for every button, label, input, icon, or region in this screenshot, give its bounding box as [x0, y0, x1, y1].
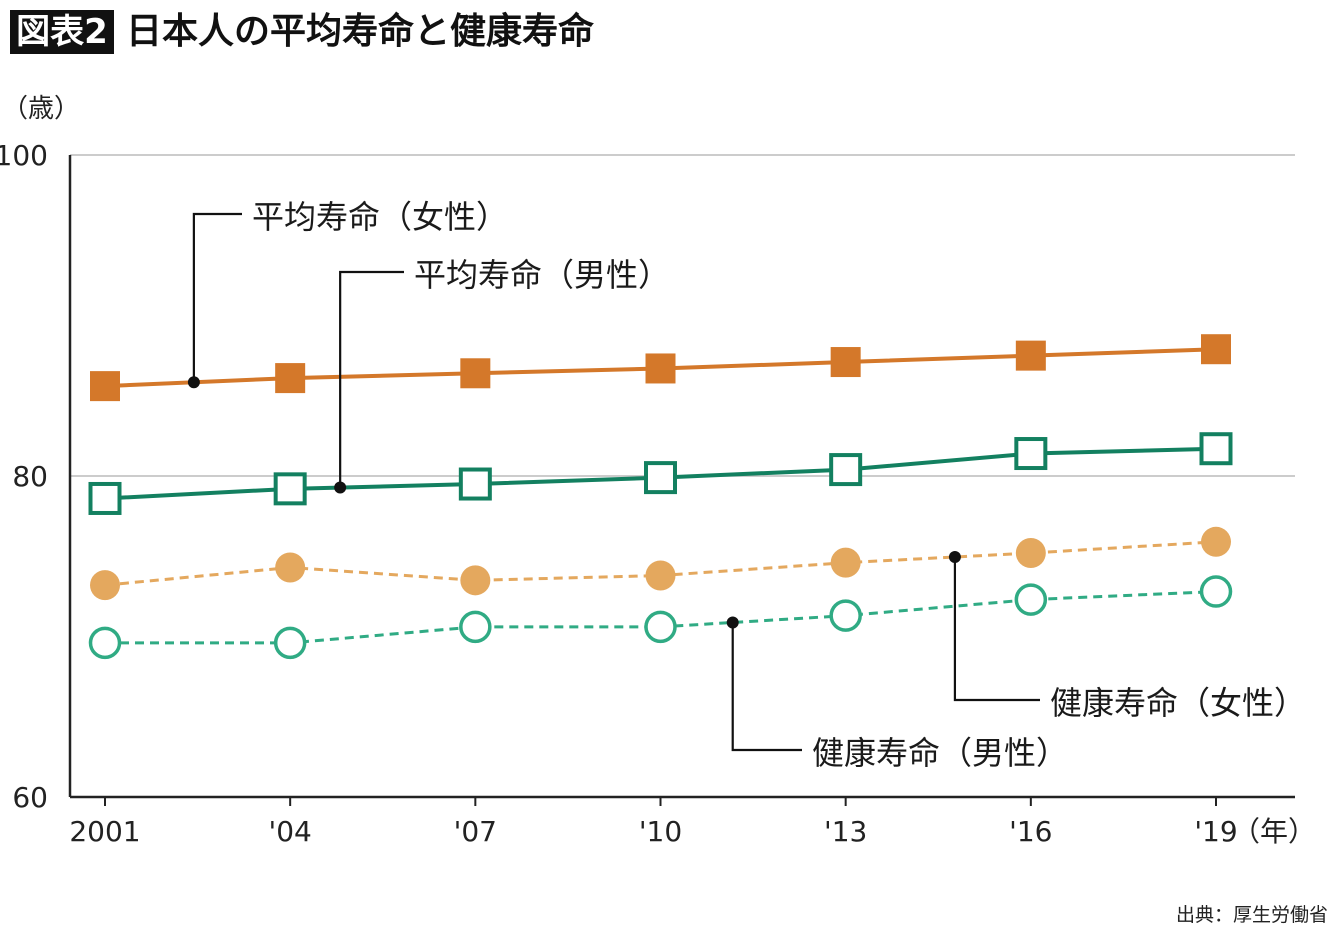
label-layer: 平均寿命（女性） 平均寿命（男性） 健康寿命（女性） 健康寿命（男性）: [187, 198, 1306, 772]
y-axis-unit: （歳）: [2, 94, 80, 124]
series-label: 健康寿命（女性）: [1050, 684, 1306, 722]
callout-dot: [187, 376, 200, 389]
figure-title: 日本人の平均寿命と健康寿命: [126, 11, 595, 52]
marker-square-open: [273, 472, 307, 506]
x-tick-label: '10: [639, 815, 682, 848]
figure-badge: 図表2: [10, 10, 114, 54]
series-layer: [88, 334, 1233, 660]
marker-circle-filled: [1201, 526, 1231, 557]
source-note: 出典：厚生労働省: [1175, 904, 1328, 926]
marker-circle-open: [829, 599, 862, 632]
marker-square-filled: [460, 358, 491, 389]
marker-circle-filled: [1015, 538, 1046, 569]
x-tick-label: '04: [269, 815, 312, 848]
marker-square-filled: [1201, 334, 1231, 365]
callout-leader: [339, 270, 404, 488]
x-tick-label: 2001: [69, 815, 140, 848]
marker-square-filled: [1015, 340, 1046, 371]
marker-circle-open: [1014, 583, 1048, 616]
marker-square-open: [829, 453, 863, 487]
x-tick-label: '19: [1194, 815, 1237, 848]
marker-circle-open: [273, 626, 307, 660]
marker-square-filled: [90, 371, 120, 402]
marker-circle-filled: [645, 560, 676, 591]
x-tick-label: '13: [824, 815, 867, 848]
callout-leader: [953, 556, 1040, 702]
y-tick-label: 80: [12, 460, 48, 493]
marker-square-open: [644, 461, 677, 495]
x-tick-label: '07: [454, 815, 497, 848]
callout-leader: [192, 212, 242, 383]
marker-circle-open: [88, 626, 122, 660]
marker-circle-open: [459, 610, 492, 644]
callout-dot: [948, 550, 961, 563]
marker-circle-open: [644, 610, 677, 644]
marker-square-open: [88, 481, 122, 515]
marker-circle-filled: [275, 552, 306, 583]
y-tick-label: 60: [12, 781, 48, 814]
marker-square-filled: [645, 353, 676, 384]
series-label: 平均寿命（女性）: [252, 198, 508, 236]
x-tick-label: '16: [1009, 815, 1052, 848]
marker-circle-filled: [830, 547, 861, 578]
marker-square-filled: [275, 363, 306, 394]
marker-square-open: [458, 467, 492, 501]
marker-square-open: [1014, 437, 1048, 471]
x-axis-unit: （年）: [1232, 815, 1316, 848]
y-tick-label: 100: [0, 139, 48, 172]
series-label: 健康寿命（男性）: [812, 734, 1068, 772]
marker-circle-filled: [90, 570, 120, 601]
marker-square-open: [1199, 432, 1233, 466]
callout-dot: [334, 481, 347, 494]
callout-dot: [726, 616, 739, 629]
marker-square-filled: [830, 347, 861, 378]
callout-leader: [731, 622, 802, 752]
marker-circle-filled: [460, 565, 491, 596]
series-label: 平均寿命（男性）: [414, 256, 670, 294]
axis-layer: 60 80 100 （歳） 2001 '04 '07 '10 '13 '16 '19（年）: [0, 94, 1316, 848]
marker-circle-open: [1199, 575, 1233, 608]
